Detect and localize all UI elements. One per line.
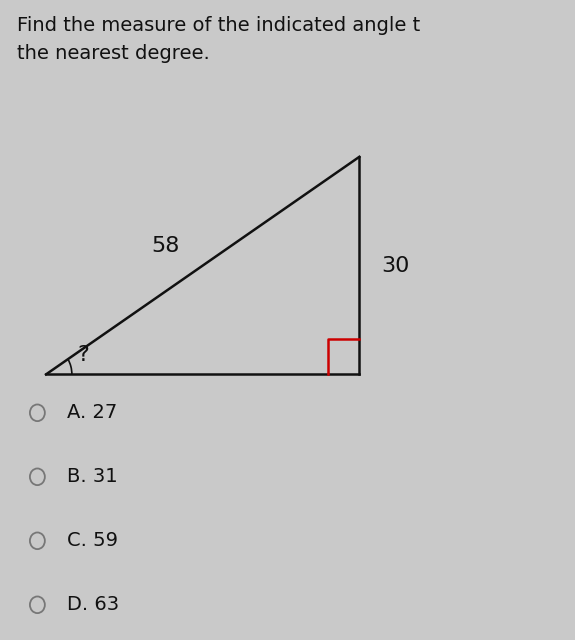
Text: Find the measure of the indicated angle t: Find the measure of the indicated angle … [17, 16, 420, 35]
Text: 30: 30 [381, 255, 409, 276]
Text: C. 59: C. 59 [67, 531, 118, 550]
Text: B. 31: B. 31 [67, 467, 118, 486]
Text: ?: ? [78, 345, 89, 365]
Text: the nearest degree.: the nearest degree. [17, 44, 210, 63]
Text: A. 27: A. 27 [67, 403, 117, 422]
Text: 58: 58 [151, 236, 179, 257]
Text: D. 63: D. 63 [67, 595, 120, 614]
